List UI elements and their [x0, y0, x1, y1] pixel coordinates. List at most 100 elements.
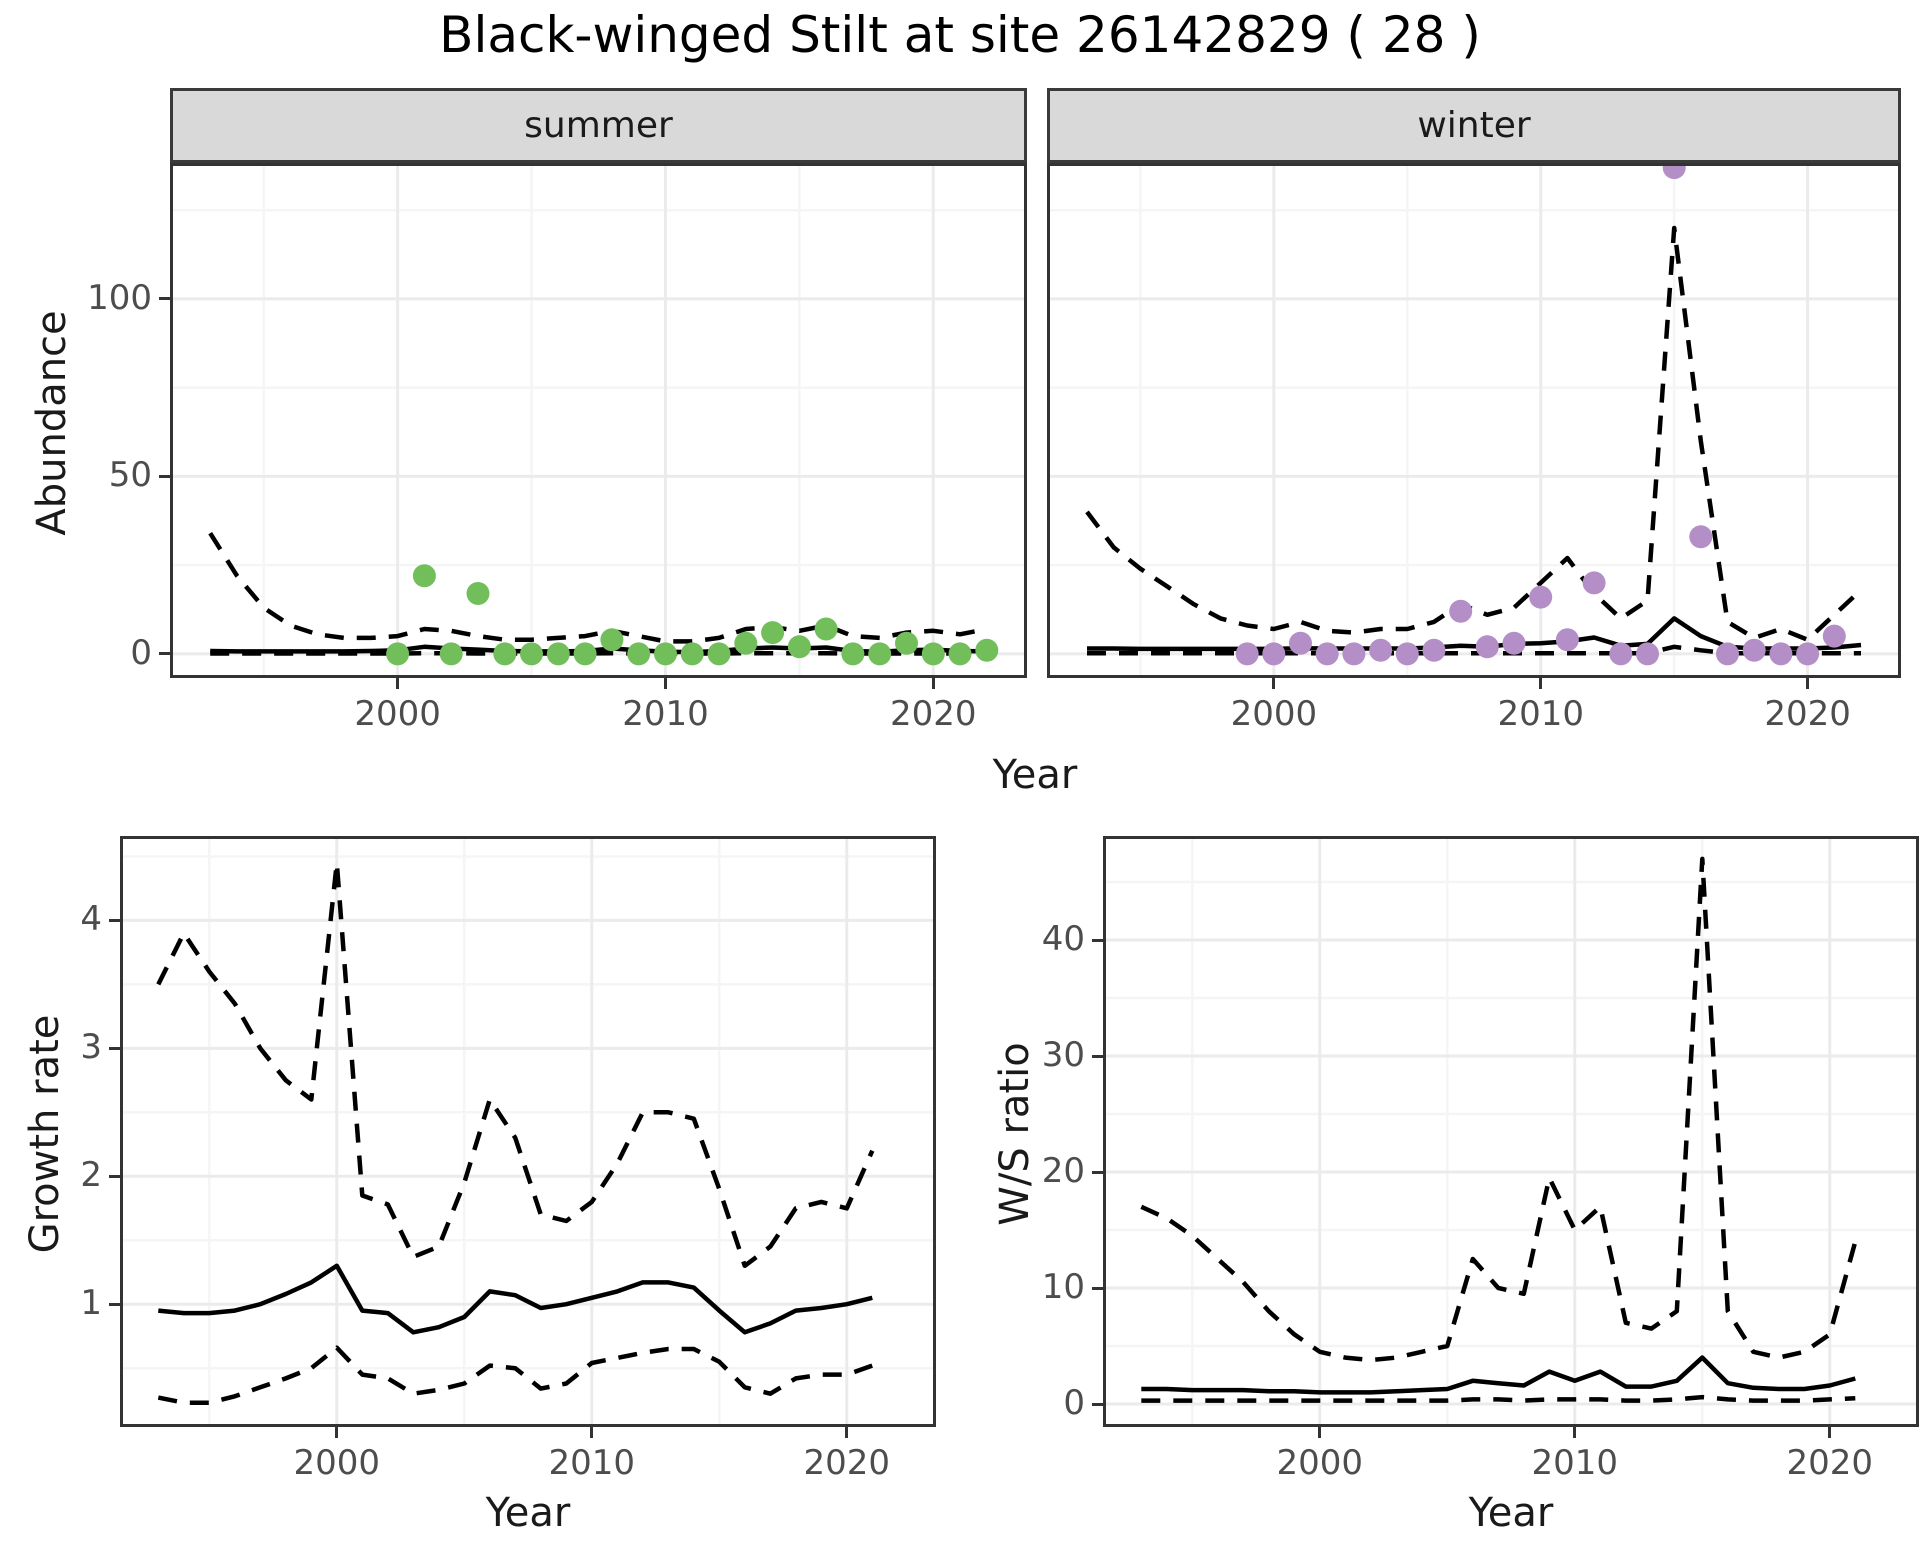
data-point [680, 642, 704, 666]
data-point [439, 642, 463, 666]
y-tick-mark [109, 1302, 120, 1306]
data-point [466, 582, 490, 605]
x-tick-label: 2010 [1497, 694, 1584, 734]
data-point [493, 642, 517, 666]
data-point [1636, 642, 1659, 666]
upper-95ci-line [1085, 225, 1863, 642]
y-tick-label: 20 [1041, 1151, 1085, 1192]
lower-95ci-line [1141, 1394, 1856, 1403]
data-point [1555, 628, 1579, 652]
x-tick-mark [1318, 1427, 1322, 1438]
data-point [1742, 638, 1766, 662]
data-point [1529, 585, 1553, 609]
minor-gridlines [1047, 163, 1901, 678]
data-point [1235, 642, 1259, 666]
data-point [1475, 635, 1499, 659]
major-gridlines [170, 163, 1027, 678]
y-tick-label: 40 [1041, 919, 1085, 960]
major-gridlines [120, 836, 936, 1427]
ws-ratio-panel [1103, 836, 1919, 1427]
x-tick-mark [1573, 1427, 1577, 1438]
y-tick-label: 10 [1041, 1267, 1085, 1308]
data-point [600, 628, 624, 652]
panel-border [1103, 836, 1919, 1427]
x-tick-label: 2020 [1764, 694, 1851, 734]
data-point [1449, 599, 1473, 623]
data-point [386, 642, 410, 666]
major-gridlines [1103, 836, 1919, 1427]
growth-rate-panel [120, 836, 936, 1427]
abundance-axis-title: Abundance [29, 310, 75, 536]
facet-strip-summer: summer [170, 88, 1027, 163]
x-tick-mark [1539, 678, 1543, 689]
data-point [734, 631, 758, 655]
x-tick-mark [590, 1427, 594, 1438]
data-point [1315, 642, 1339, 666]
panel-border [120, 836, 936, 1427]
data-point [1289, 631, 1312, 655]
x-tick-mark [1828, 1427, 1832, 1438]
year-axis-title-top: Year [992, 752, 1078, 798]
upper-95ci-line [156, 860, 875, 1269]
y-tick-mark [109, 918, 120, 922]
y-tick-label: 0 [1063, 1383, 1085, 1424]
data-point [1662, 163, 1686, 180]
facet-strip-winter-label: winter [1417, 105, 1531, 146]
data-point [1689, 525, 1713, 549]
major-gridlines [1047, 163, 1901, 678]
x-tick-label: 2020 [803, 1443, 891, 1483]
data-point [520, 642, 543, 666]
observed-counts-summer [386, 564, 999, 666]
panel-border [170, 163, 1027, 678]
data-point [654, 642, 677, 666]
y-tick-mark [1092, 1170, 1103, 1174]
x-tick-label: 2000 [354, 694, 441, 734]
x-tick-mark [845, 1427, 849, 1438]
data-point [1342, 642, 1366, 666]
data-point [1395, 642, 1419, 666]
data-point [627, 642, 651, 666]
x-tick-mark [396, 678, 400, 689]
facet-strip-summer-label: summer [524, 105, 673, 146]
data-point [948, 642, 972, 666]
mean-line [158, 1263, 873, 1335]
w-s-ratio-svg [1103, 836, 1919, 1427]
data-point [761, 621, 785, 645]
x-tick-label: 2020 [890, 694, 977, 734]
facet-strip-winter: winter [1047, 88, 1901, 163]
y-tick-mark [1092, 1402, 1103, 1406]
data-point [412, 564, 436, 588]
minor-gridlines [120, 836, 936, 1427]
data-point [1502, 631, 1526, 655]
x-tick-label: 2000 [1276, 1443, 1364, 1483]
data-point [868, 642, 892, 666]
winter-abundance-panel [1047, 163, 1901, 678]
y-tick-mark [109, 1046, 120, 1050]
x-tick-label: 2010 [1531, 1443, 1619, 1483]
upper-95ci-line [208, 532, 988, 644]
x-tick-label: 2020 [1786, 1443, 1874, 1483]
y-tick-mark [1092, 1054, 1103, 1058]
data-point [1422, 638, 1446, 662]
y-tick-mark [109, 1174, 120, 1178]
data-point [1582, 571, 1606, 595]
data-point [546, 642, 570, 666]
data-point [975, 638, 999, 662]
y-tick-mark [1092, 1286, 1103, 1290]
x-tick-mark [1272, 678, 1276, 689]
y-tick-mark [1092, 938, 1103, 942]
upper-95ci-line [1140, 856, 1858, 1363]
growth-rate-svg [120, 836, 936, 1427]
minor-gridlines [1103, 836, 1919, 1427]
y-tick-label: 30 [1041, 1035, 1085, 1076]
data-point [573, 642, 597, 666]
y-tick-label: 0 [130, 632, 152, 673]
y-tick-label: 4 [80, 899, 102, 940]
year-axis-title-bottom-left: Year [485, 1490, 571, 1536]
y-tick-mark [159, 652, 170, 656]
data-point [921, 642, 945, 666]
data-point [814, 617, 838, 641]
x-tick-mark [931, 678, 935, 689]
minor-gridlines [170, 163, 1027, 678]
